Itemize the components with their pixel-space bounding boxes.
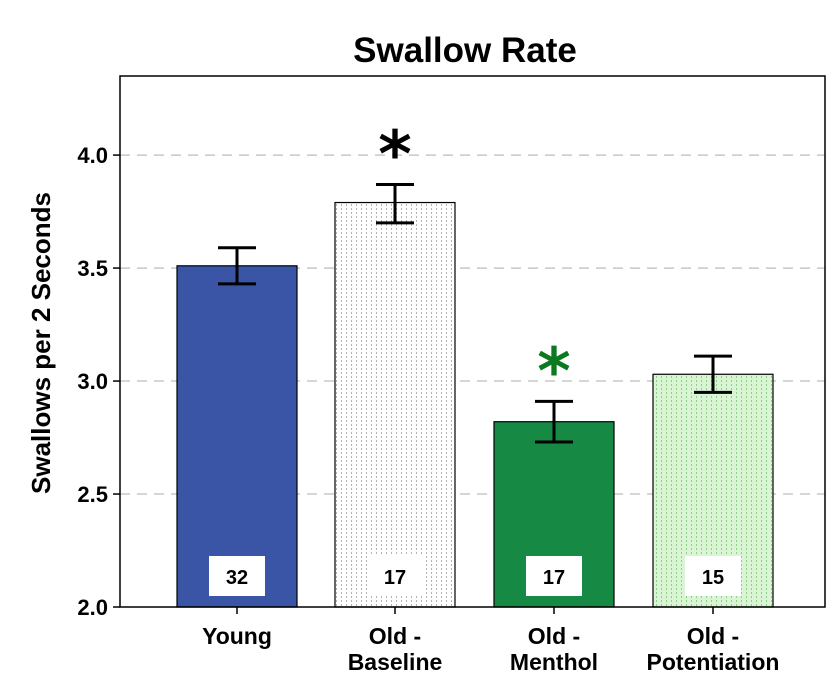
- n-label: 17: [543, 567, 565, 589]
- y-axis-ticks: 2.0 2.5 3.0 3.5 4.0: [77, 143, 120, 620]
- x-tick-label: Old -: [369, 623, 421, 649]
- x-tick-label: Menthol: [510, 649, 598, 675]
- x-tick-label: Old -: [528, 623, 580, 649]
- n-label: 32: [226, 567, 248, 589]
- y-tick-label: 3.0: [77, 369, 108, 394]
- y-tick-label: 2.0: [77, 595, 108, 620]
- bar: [176, 265, 298, 608]
- significance-asterisk: *: [378, 118, 411, 192]
- chart-title: Swallow Rate: [353, 31, 577, 70]
- x-tick-label: Potentiation: [647, 649, 780, 675]
- n-label-box: [685, 556, 741, 596]
- plot-frame: [119, 75, 826, 608]
- error-bars: [218, 182, 732, 444]
- y-axis-label: Swallows per 2 Seconds: [26, 192, 56, 494]
- y-tick-label: 4.0: [77, 143, 108, 168]
- x-tick-label: Old -: [687, 623, 739, 649]
- n-labels: 32 17 17 15: [209, 556, 741, 596]
- n-label: 15: [702, 567, 724, 589]
- significance-asterisk: *: [537, 335, 570, 409]
- bars: [176, 201, 774, 608]
- x-tick-label: Baseline: [348, 649, 443, 675]
- bar: [334, 201, 456, 608]
- n-label-box: [209, 556, 265, 596]
- significance-markers: **: [378, 118, 570, 409]
- y-tick-label: 3.5: [77, 256, 108, 281]
- x-tick-label: Young: [202, 623, 272, 649]
- n-label-box: [526, 556, 582, 596]
- n-label-box: [367, 556, 423, 596]
- n-label: 17: [384, 567, 406, 589]
- y-tick-label: 2.5: [77, 482, 108, 507]
